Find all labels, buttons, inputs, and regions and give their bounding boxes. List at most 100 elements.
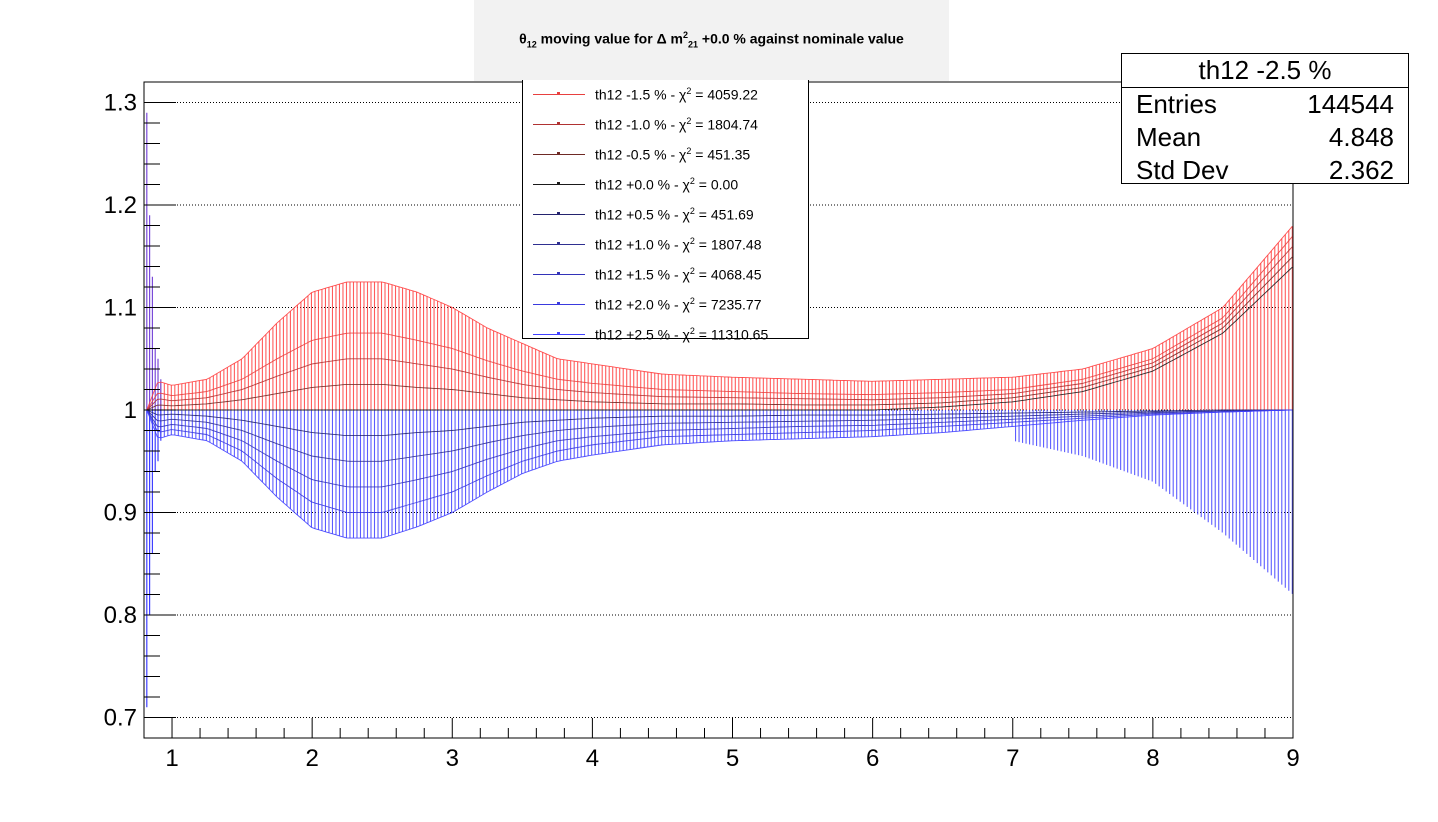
error-bars (146, 112, 1293, 708)
legend-point-marker (557, 272, 560, 275)
legend-label-text: th12 -1.0 % - χ (595, 116, 687, 133)
legend-point-marker (557, 212, 560, 215)
x-tick-label: 8 (1146, 745, 1159, 772)
y-tick-label: 0.7 (104, 705, 137, 732)
legend-entry: th12 +1.5 % - χ2 = 4068.45 (523, 260, 808, 290)
legend-entry: th12 +0.5 % - χ2 = 451.69 (523, 200, 808, 230)
legend-label: th12 +0.0 % - χ2 = 0.00 (595, 176, 738, 193)
y-tick-label: 0.8 (104, 602, 137, 629)
legend: th12 -1.5 % - χ2 = 4059.22 th12 -1.0 % - … (522, 80, 809, 343)
series-line (146, 256, 1293, 411)
series-line (146, 409, 1293, 539)
x-tick-label: 1 (165, 745, 178, 772)
legend-label-value: = 451.35 (691, 146, 751, 163)
series-line (146, 236, 1293, 411)
title-mid: moving value for Δ m (536, 30, 683, 47)
legend-label: th12 +0.5 % - χ2 = 451.69 (595, 206, 754, 223)
legend-label-value: = 451.69 (694, 206, 754, 223)
x-tick-label: 9 (1286, 745, 1299, 772)
legend-label-text: th12 +1.0 % - χ (595, 236, 690, 253)
legend-entry: th12 +2.5 % - χ2 = 11310.65 (523, 320, 808, 350)
stat-value: 4.848 (1328, 122, 1394, 152)
stat-value: 2.362 (1328, 155, 1394, 185)
legend-label-value: = 1804.74 (691, 116, 758, 133)
series-line (146, 266, 1293, 411)
y-tick-label: 1 (124, 397, 137, 424)
x-tick-label: 6 (866, 745, 879, 772)
legend-label: th12 +2.5 % - χ2 = 11310.65 (595, 326, 768, 343)
legend-label: th12 +1.0 % - χ2 = 1807.48 (595, 236, 761, 253)
stat-value: 144544 (1307, 89, 1394, 119)
legend-label-sup: 2 (686, 146, 692, 156)
series-line (146, 409, 1293, 488)
legend-label: th12 +2.0 % - χ2 = 7235.77 (595, 296, 761, 313)
legend-label-text: th12 +2.5 % - χ (595, 326, 690, 343)
chart-title: θ12 moving value for Δ m221 +0.0 % again… (474, 30, 949, 49)
legend-label-value: = 7235.77 (694, 296, 762, 313)
legend-entry: th12 -1.5 % - χ2 = 4059.22 (523, 80, 808, 110)
legend-label-sup: 2 (689, 206, 695, 216)
legend-point-marker (557, 92, 560, 95)
stats-title: th12 -2.5 % (1122, 54, 1408, 88)
chart-title-box: θ12 moving value for Δ m221 +0.0 % again… (474, 0, 949, 81)
legend-label-text: th12 -1.5 % - χ (595, 86, 687, 103)
title-theta: θ (519, 30, 527, 47)
title-tail: +0.0 % against nominale value (698, 30, 904, 47)
legend-label: th12 +1.5 % - χ2 = 4068.45 (595, 266, 761, 283)
legend-label: th12 -0.5 % - χ2 = 451.35 (595, 146, 750, 163)
legend-entry: th12 +1.0 % - χ2 = 1807.48 (523, 230, 808, 260)
legend-label-value: = 0.00 (694, 176, 739, 193)
stats-box: th12 -2.5 % Entries 144544 Mean 4.848 St… (1121, 53, 1409, 187)
y-tick-label: 1.3 (104, 90, 137, 117)
title-m-sub: 21 (687, 39, 698, 50)
series-line (146, 409, 1293, 513)
y-tick-label: 1.2 (104, 192, 137, 219)
legend-entry: th12 -1.0 % - χ2 = 1804.74 (523, 110, 808, 140)
stat-key: Entries (1136, 89, 1217, 119)
legend-label-text: th12 +2.0 % - χ (595, 296, 690, 313)
legend-label-sup: 2 (686, 86, 692, 96)
title-theta-sub: 12 (526, 39, 537, 50)
legend-label-sup: 2 (689, 266, 695, 276)
y-tick-label: 0.9 (104, 500, 137, 527)
legend-label-value: = 4068.45 (694, 266, 762, 283)
legend-label-value: = 1807.48 (694, 236, 762, 253)
y-tick-label: 1.1 (104, 295, 137, 322)
legend-entry: th12 +0.0 % - χ2 = 0.00 (523, 170, 808, 200)
series-lines (146, 226, 1293, 539)
legend-label-sup: 2 (689, 326, 695, 336)
legend-label-sup: 2 (689, 176, 695, 186)
stat-key: Mean (1136, 122, 1202, 152)
legend-label-value: = 4059.22 (691, 86, 758, 103)
title-m-sup: 2 (682, 30, 688, 40)
legend-point-marker (557, 182, 560, 185)
stat-row-entries: Entries 144544 (1136, 88, 1394, 121)
legend-label-text: th12 +1.5 % - χ (595, 266, 690, 283)
legend-label-sup: 2 (689, 236, 695, 246)
legend-label-sup: 2 (689, 296, 695, 306)
axis-ticks (143, 102, 1294, 738)
legend-point-marker (557, 152, 560, 155)
legend-point-marker (557, 242, 560, 245)
legend-label-sup: 2 (686, 116, 692, 126)
legend-label-text: th12 +0.0 % - χ (595, 176, 690, 193)
legend-entry: th12 +2.0 % - χ2 = 7235.77 (523, 290, 808, 320)
stat-key: Std Dev (1136, 155, 1229, 185)
legend-label-value: = 11310.65 (694, 326, 769, 343)
legend-point-marker (557, 122, 560, 125)
legend-entry: th12 -0.5 % - χ2 = 451.35 (523, 140, 808, 170)
series-line (146, 409, 1293, 437)
stat-row-stddev: Std Dev 2.362 (1136, 154, 1394, 187)
x-tick-label: 3 (446, 745, 459, 772)
legend-label-text: th12 +0.5 % - χ (595, 206, 690, 223)
legend-label: th12 -1.0 % - χ2 = 1804.74 (595, 116, 758, 133)
x-tick-label: 2 (305, 745, 318, 772)
x-tick-label: 7 (1006, 745, 1019, 772)
x-tick-label: 4 (586, 745, 599, 772)
legend-point-marker (557, 302, 560, 305)
grid-lines (144, 102, 1293, 718)
series-line (146, 409, 1293, 462)
stat-row-mean: Mean 4.848 (1136, 121, 1394, 154)
legend-label-text: th12 -0.5 % - χ (595, 146, 687, 163)
